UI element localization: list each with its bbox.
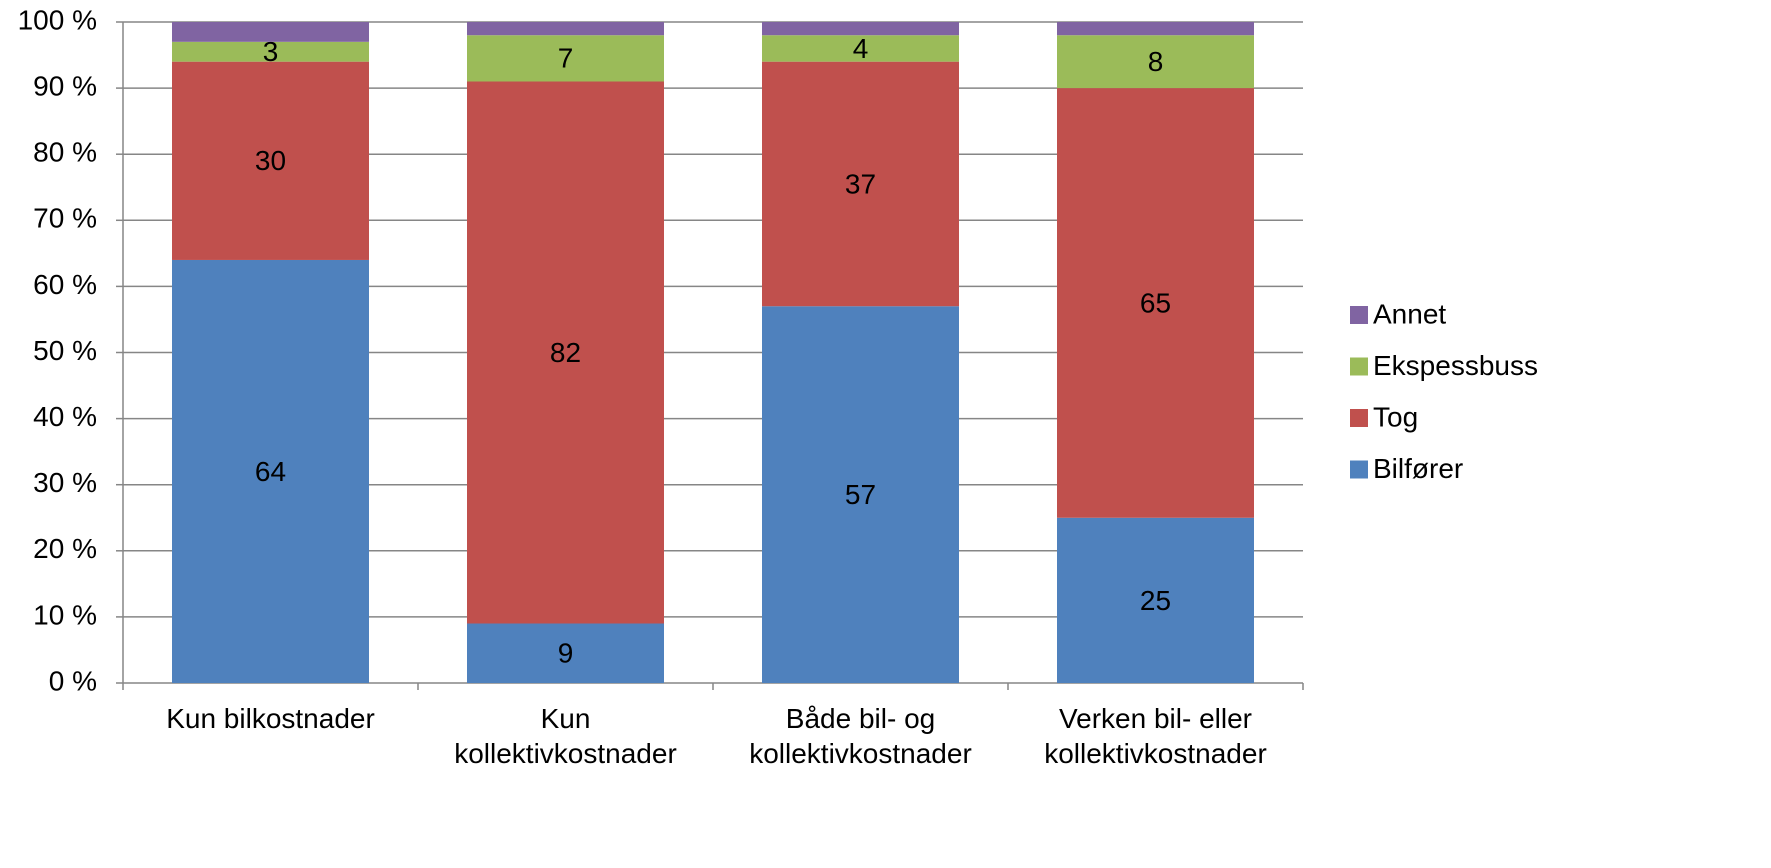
data-label: 3 xyxy=(263,36,279,67)
y-tick-label: 30 % xyxy=(33,467,97,498)
bar-segment xyxy=(172,22,369,42)
y-tick-label: 40 % xyxy=(33,401,97,432)
y-tick-label: 20 % xyxy=(33,533,97,564)
legend-label: Bilfører xyxy=(1373,453,1463,484)
y-tick-label: 50 % xyxy=(33,335,97,366)
x-tick-label: Både bil- og kollektivkostnader xyxy=(749,703,972,769)
y-tick-label: 80 % xyxy=(33,137,97,168)
bar-segment xyxy=(762,35,959,62)
y-tick-label: 60 % xyxy=(33,269,97,300)
bar-segment xyxy=(762,306,959,683)
y-tick-label: 0 % xyxy=(49,665,97,696)
bar-segment xyxy=(1057,88,1254,518)
data-label: 7 xyxy=(558,43,574,74)
bar-segment xyxy=(762,22,959,36)
data-label: 9 xyxy=(558,638,574,669)
data-label: 37 xyxy=(845,168,876,199)
x-tick-label: Kun kollektivkostnader xyxy=(454,703,677,769)
data-label: 82 xyxy=(550,337,581,368)
bar-segment xyxy=(1057,517,1254,683)
y-tick-label: 100 % xyxy=(18,4,97,35)
legend-swatch xyxy=(1350,409,1368,427)
bar-segment xyxy=(467,81,664,624)
data-label: 4 xyxy=(853,33,869,64)
y-tick-label: 90 % xyxy=(33,70,97,101)
data-label: 64 xyxy=(255,456,286,487)
x-tick-label: Kun bilkostnader xyxy=(166,703,375,734)
y-tick-label: 70 % xyxy=(33,203,97,234)
data-label: 57 xyxy=(845,479,876,510)
legend-label: Annet xyxy=(1373,298,1446,329)
legend-swatch xyxy=(1350,460,1368,479)
y-tick-label: 10 % xyxy=(33,599,97,630)
bar-segment xyxy=(467,623,664,683)
legend-label: Tog xyxy=(1373,401,1418,432)
bar-segment xyxy=(172,61,369,260)
legend-swatch xyxy=(1350,306,1368,324)
bar-segment xyxy=(467,35,664,82)
data-label: 65 xyxy=(1140,287,1171,318)
legend-swatch xyxy=(1350,357,1368,376)
data-label: 25 xyxy=(1140,585,1171,616)
bar-segment xyxy=(172,41,369,62)
bar-segment xyxy=(1057,22,1254,36)
bar-segment xyxy=(172,259,369,683)
bar-segment xyxy=(467,22,664,36)
legend-label: Ekspessbuss xyxy=(1373,350,1538,381)
x-tick-label: Verken bil- eller kollektivkostnader xyxy=(1044,703,1267,769)
bar-segment xyxy=(1057,35,1254,89)
data-label: 8 xyxy=(1148,46,1164,77)
bar-segment xyxy=(762,61,959,307)
data-label: 30 xyxy=(255,145,286,176)
